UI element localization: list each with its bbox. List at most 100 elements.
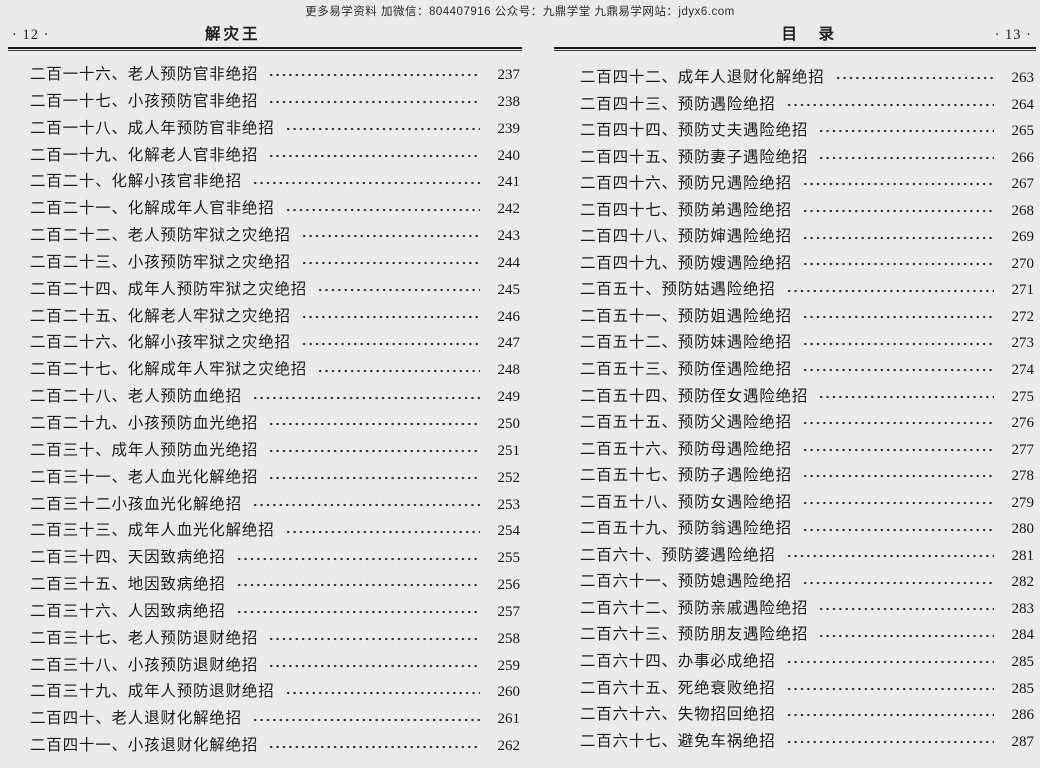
toc-entry-page: 266 — [1011, 149, 1035, 166]
toc-entry: 二百五十三、预防侄遇险绝招 274 — [580, 357, 1034, 384]
toc-entry: 二百六十六、失物招回绝招 286 — [580, 702, 1034, 729]
toc-entry-page: 252 — [497, 469, 521, 486]
toc-entry: 二百三十、成年人预防血光绝招 251 — [30, 438, 520, 465]
toc-entry-page: 255 — [497, 550, 521, 567]
dot-leader — [268, 420, 480, 429]
toc-entry-page: 284 — [1011, 627, 1035, 644]
toc-entry-page: 251 — [497, 442, 521, 459]
dot-leader — [818, 392, 994, 401]
toc-entry: 二百二十九、小孩预防血光绝招 250 — [30, 411, 520, 438]
toc-entry: 二百四十七、预防弟遇险绝招 268 — [580, 198, 1034, 225]
toc-entry-page: 271 — [1011, 282, 1035, 299]
toc-entry: 二百二十四、成年人预防牢狱之灾绝招 245 — [30, 277, 520, 304]
dot-leader — [834, 74, 994, 83]
toc-entry: 二百一十八、成人年预防官非绝招 239 — [30, 116, 520, 143]
toc-list-right: 二百四十二、成年人退财化解绝招 263 二百四十三、预防遇险绝招 264 二百四十四、预… — [554, 65, 1036, 755]
toc-entry-title: 二百四十八、预防婶遇险绝招 — [580, 228, 792, 246]
toc-entry: 二百三十七、老人预防退财绝招 258 — [30, 626, 520, 653]
dot-leader — [801, 578, 994, 587]
toc-entry-title: 二百三十八、小孩预防退财绝招 — [30, 656, 259, 674]
toc-entry-title: 二百五十七、预防子遇险绝招 — [580, 467, 792, 485]
watermark-header: 更多易学资料 加微信：804407916 公众号：九鼎学堂 九鼎易学网站：jdy… — [305, 6, 735, 18]
toc-entry-title: 二百二十九、小孩预防血光绝招 — [30, 414, 259, 432]
dot-leader — [284, 125, 480, 134]
toc-entry-page: 280 — [1011, 521, 1035, 538]
toc-entry-page: 286 — [1011, 707, 1035, 724]
dot-leader — [801, 499, 994, 508]
page-left-header: · 12 · 解灾王 — [8, 24, 522, 44]
toc-entry-page: 275 — [1011, 388, 1035, 405]
toc-entry-page: 281 — [1011, 547, 1035, 564]
dot-leader — [300, 259, 480, 268]
dot-leader — [801, 366, 994, 375]
toc-entry: 二百四十六、预防兄遇险绝招 267 — [580, 171, 1034, 198]
toc-entry-title: 二百六十五、死绝衰败绝招 — [580, 679, 776, 697]
dot-leader — [801, 525, 994, 534]
toc-entry-page: 287 — [1011, 733, 1035, 750]
dot-leader — [785, 100, 994, 109]
toc-entry-page: 257 — [497, 603, 521, 620]
dot-leader — [235, 608, 480, 617]
dot-leader — [284, 205, 480, 214]
toc-entry-title: 二百五十四、预防侄女遇险绝招 — [580, 387, 809, 405]
toc-entry: 二百四十四、预防丈夫遇险绝招 265 — [580, 118, 1034, 145]
toc-entry: 二百二十八、老人预防血绝招 249 — [30, 384, 520, 411]
toc-entry: 二百三十二小孩血光化解绝招 253 — [30, 492, 520, 519]
toc-entry: 二百四十二、成年人退财化解绝招 263 — [580, 65, 1034, 92]
toc-entry-title: 二百四十五、预防妻子遇险绝招 — [580, 148, 809, 166]
toc-entry: 二百四十五、预防妻子遇险绝招 266 — [580, 145, 1034, 172]
dot-leader — [317, 286, 480, 295]
toc-entry-title: 二百一十六、老人预防官非绝招 — [30, 66, 259, 83]
toc-entry: 二百五十五、预防父遇险绝招 276 — [580, 410, 1034, 437]
toc-entry-page: 249 — [497, 389, 521, 406]
toc-entry-title: 二百六十一、预防媳遇险绝招 — [580, 573, 792, 591]
toc-entry-title: 二百三十、成年人预防血光绝招 — [30, 441, 259, 459]
dot-leader — [268, 447, 480, 456]
dot-leader — [785, 658, 994, 667]
toc-entry: 二百六十五、死绝衰败绝招 285 — [580, 676, 1034, 703]
toc-entry-title: 二百六十二、预防亲戚遇险绝招 — [580, 599, 809, 617]
toc-entry-page: 240 — [497, 147, 521, 164]
toc-entry: 二百四十一、小孩退财化解绝招 262 — [30, 733, 520, 760]
toc-entry-title: 二百一十九、化解老人官非绝招 — [30, 146, 259, 164]
toc-entry-page: 250 — [497, 415, 521, 432]
dot-leader — [235, 581, 480, 590]
toc-entry: 二百三十八、小孩预防退财绝招 259 — [30, 653, 520, 680]
toc-entry: 二百二十五、化解老人牢狱之灾绝招 246 — [30, 304, 520, 331]
page-right: 目 录 · 13 · 二百四十二、成年人退财化解绝招 263 二百四十三、预防遇险绝… — [554, 24, 1036, 755]
dot-leader — [818, 127, 994, 136]
toc-entry: 二百五十六、预防母遇险绝招 277 — [580, 437, 1034, 464]
toc-entry-title: 二百五十二、预防妹遇险绝招 — [580, 334, 792, 352]
toc-entry-title: 二百二十、化解小孩官非绝招 — [30, 173, 242, 191]
toc-entry-page: 276 — [1011, 415, 1035, 432]
toc-entry: 二百二十二、老人预防牢狱之灾绝招 243 — [30, 223, 520, 250]
toc-entry-title: 二百五十一、预防姐遇险绝招 — [580, 307, 792, 325]
dot-leader — [235, 554, 480, 563]
toc-entry-title: 二百五十、预防姑遇险绝招 — [580, 281, 776, 299]
toc-entry: 二百六十二、预防亲戚遇险绝招 283 — [580, 596, 1034, 623]
toc-entry: 二百二十六、化解小孩牢狱之灾绝招 247 — [30, 330, 520, 357]
toc-entry-page: 260 — [497, 684, 521, 701]
toc-entry-page: 246 — [497, 308, 521, 325]
toc-entry-title: 二百三十一、老人血光化解绝招 — [30, 468, 259, 486]
toc-entry-title: 二百三十二小孩血光化解绝招 — [30, 495, 242, 513]
page-left-folio: · 12 · — [12, 27, 50, 43]
toc-entry-title: 二百五十五、预防父遇险绝招 — [580, 414, 792, 432]
toc-entry: 二百六十、预防婆遇险绝招 281 — [580, 543, 1034, 570]
toc-entry-page: 273 — [1011, 335, 1035, 352]
toc-entry-page: 258 — [497, 630, 521, 647]
dot-leader — [251, 393, 480, 402]
dot-leader — [785, 711, 994, 720]
toc-entry-title: 二百六十四、办事必成绝招 — [580, 653, 776, 671]
toc-entry-title: 二百二十三、小孩预防牢狱之灾绝招 — [30, 253, 291, 271]
toc-entry-title: 二百六十六、失物招回绝招 — [580, 706, 776, 724]
toc-entry: 二百二十三、小孩预防牢狱之灾绝招 244 — [30, 250, 520, 277]
page-left-running-title: 解灾王 — [204, 26, 261, 43]
toc-entry: 二百一十六、老人预防官非绝招 237 — [30, 62, 520, 89]
toc-entry: 二百六十四、办事必成绝招 285 — [580, 649, 1034, 676]
toc-entry-page: 285 — [1011, 654, 1035, 671]
toc-entry-title: 二百四十四、预防丈夫遇险绝招 — [580, 122, 809, 140]
dot-leader — [818, 631, 994, 640]
dot-leader — [268, 742, 480, 751]
toc-entry: 二百五十二、预防妹遇险绝招 273 — [580, 330, 1034, 357]
